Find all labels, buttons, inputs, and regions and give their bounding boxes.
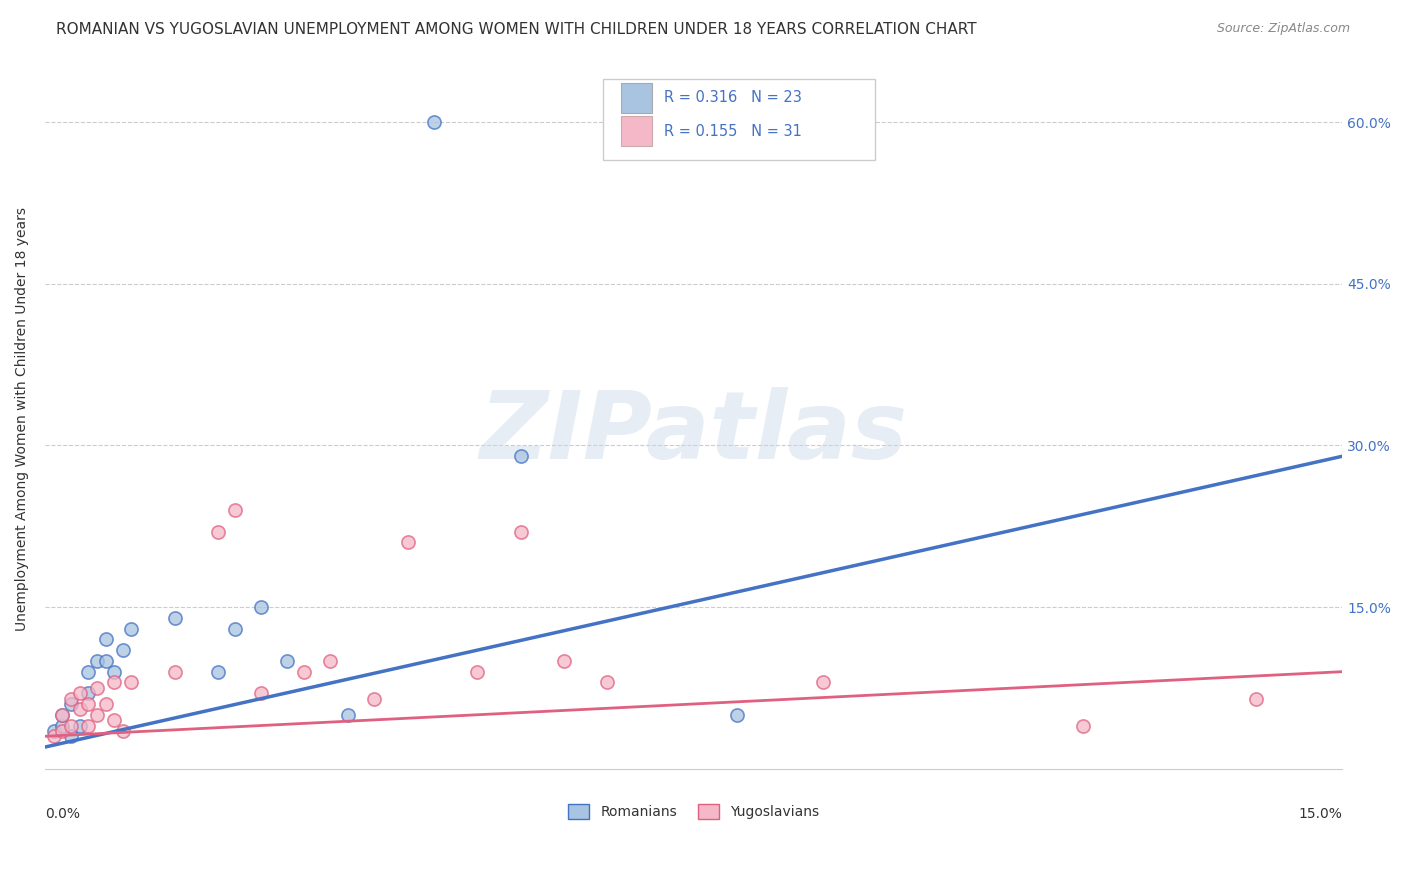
Point [163, 665, 186, 679]
Point [467, 665, 489, 679]
Point [207, 665, 229, 679]
Point [250, 600, 273, 615]
Point [86, 681, 108, 695]
Point [319, 654, 342, 668]
Point [120, 622, 142, 636]
Point [69, 686, 91, 700]
Point [59, 697, 82, 711]
Text: 15.0%: 15.0% [1298, 807, 1343, 822]
Point [120, 675, 142, 690]
Point [596, 675, 619, 690]
Text: R = 0.316   N = 23: R = 0.316 N = 23 [664, 90, 801, 105]
Point [1244, 691, 1267, 706]
Legend: Romanians, Yugoslavians: Romanians, Yugoslavians [562, 798, 824, 825]
Point [103, 713, 125, 727]
Point [77, 697, 100, 711]
Text: R = 0.155   N = 31: R = 0.155 N = 31 [664, 123, 801, 138]
Y-axis label: Unemployment Among Women with Children Under 18 years: Unemployment Among Women with Children U… [15, 207, 30, 631]
Text: ZIPatlas: ZIPatlas [479, 386, 908, 479]
Point [224, 622, 246, 636]
FancyBboxPatch shape [621, 83, 652, 112]
Point [59, 729, 82, 743]
Point [86, 654, 108, 668]
Point [396, 535, 419, 549]
Point [69, 718, 91, 732]
Point [94, 697, 117, 711]
Point [86, 707, 108, 722]
Point [725, 707, 748, 722]
Point [207, 524, 229, 539]
Text: Source: ZipAtlas.com: Source: ZipAtlas.com [1216, 22, 1350, 36]
Point [51, 707, 73, 722]
Point [294, 665, 316, 679]
Point [77, 686, 100, 700]
Text: 0.0%: 0.0% [45, 807, 80, 822]
FancyBboxPatch shape [603, 79, 876, 160]
Point [111, 723, 134, 738]
Point [51, 707, 73, 722]
Point [509, 524, 531, 539]
Point [276, 654, 298, 668]
Point [77, 718, 100, 732]
Point [553, 654, 575, 668]
Point [59, 718, 82, 732]
Point [103, 675, 125, 690]
Point [103, 665, 125, 679]
Point [163, 611, 186, 625]
Point [51, 723, 73, 738]
Point [111, 643, 134, 657]
Point [509, 450, 531, 464]
Point [1071, 718, 1094, 732]
Point [94, 632, 117, 647]
Point [42, 723, 65, 738]
Text: ROMANIAN VS YUGOSLAVIAN UNEMPLOYMENT AMONG WOMEN WITH CHILDREN UNDER 18 YEARS CO: ROMANIAN VS YUGOSLAVIAN UNEMPLOYMENT AMO… [56, 22, 977, 37]
Point [363, 691, 385, 706]
Point [224, 503, 246, 517]
Point [77, 665, 100, 679]
Point [94, 654, 117, 668]
Point [423, 115, 446, 129]
Point [69, 702, 91, 716]
FancyBboxPatch shape [621, 116, 652, 145]
Point [42, 729, 65, 743]
Point [813, 675, 835, 690]
Point [51, 718, 73, 732]
Point [336, 707, 359, 722]
Point [59, 691, 82, 706]
Point [250, 686, 273, 700]
